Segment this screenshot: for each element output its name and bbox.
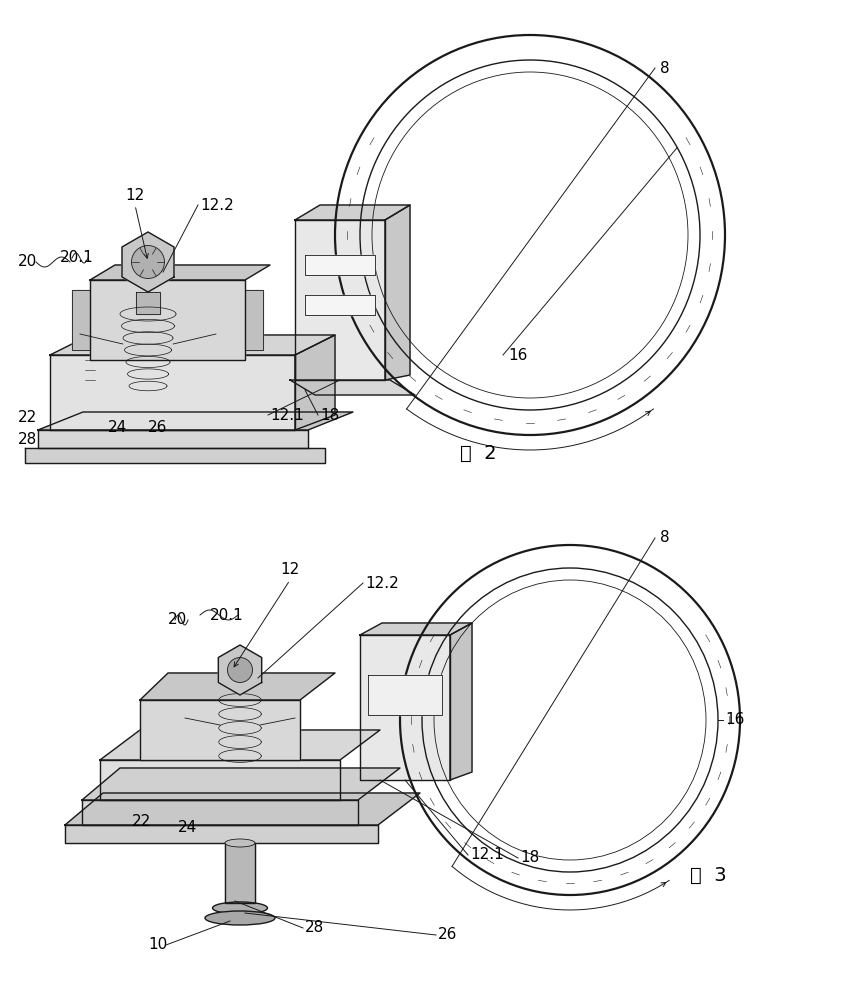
Polygon shape (218, 645, 261, 695)
Polygon shape (72, 290, 90, 350)
Polygon shape (360, 623, 472, 635)
Polygon shape (136, 292, 160, 314)
Text: 10: 10 (148, 937, 167, 952)
Text: 24: 24 (107, 420, 127, 436)
Polygon shape (368, 675, 442, 715)
Polygon shape (294, 335, 334, 430)
Polygon shape (100, 760, 339, 800)
Ellipse shape (224, 839, 255, 847)
Polygon shape (305, 255, 374, 275)
Text: 12.2: 12.2 (364, 576, 398, 590)
Polygon shape (65, 825, 378, 843)
Text: 20.1: 20.1 (210, 607, 243, 622)
Polygon shape (100, 730, 380, 760)
Ellipse shape (212, 902, 267, 914)
Polygon shape (50, 355, 294, 430)
Polygon shape (50, 335, 334, 355)
Text: 28: 28 (305, 920, 324, 935)
Polygon shape (385, 205, 409, 380)
Text: 28: 28 (18, 432, 38, 448)
Polygon shape (294, 205, 409, 220)
Polygon shape (224, 843, 255, 903)
Text: 12.1: 12.1 (270, 408, 304, 422)
Text: 20: 20 (18, 254, 38, 269)
Polygon shape (38, 430, 308, 448)
Text: 12.1: 12.1 (469, 847, 503, 862)
Text: 12: 12 (125, 188, 144, 202)
Text: 24: 24 (177, 820, 197, 835)
Text: 22: 22 (132, 814, 151, 829)
Text: 12.2: 12.2 (200, 198, 234, 213)
Polygon shape (450, 623, 472, 780)
Text: 8: 8 (659, 61, 669, 76)
Polygon shape (38, 412, 352, 430)
Text: 16: 16 (724, 712, 744, 728)
Text: 26: 26 (148, 420, 167, 436)
Text: 18: 18 (519, 850, 538, 865)
Text: 18: 18 (320, 408, 339, 422)
Circle shape (227, 658, 252, 682)
Text: 20.1: 20.1 (60, 250, 94, 265)
Polygon shape (65, 793, 420, 825)
Text: 26: 26 (438, 927, 457, 942)
Text: 22: 22 (18, 410, 38, 426)
Text: 16: 16 (508, 348, 527, 362)
Text: 图  2: 图 2 (460, 444, 496, 462)
Polygon shape (360, 635, 450, 780)
Text: 20: 20 (168, 612, 187, 628)
Polygon shape (25, 448, 325, 463)
Polygon shape (290, 380, 415, 395)
Polygon shape (305, 295, 374, 315)
Polygon shape (245, 290, 263, 350)
Polygon shape (140, 700, 299, 760)
Polygon shape (90, 265, 270, 280)
Polygon shape (82, 768, 399, 800)
Text: 8: 8 (659, 530, 669, 546)
Ellipse shape (205, 911, 275, 925)
Polygon shape (82, 800, 357, 825)
Text: 12: 12 (280, 562, 299, 578)
Polygon shape (90, 280, 245, 360)
Polygon shape (140, 673, 334, 700)
Text: 图  3: 图 3 (689, 865, 726, 884)
Polygon shape (122, 232, 174, 292)
Circle shape (131, 245, 165, 278)
Polygon shape (294, 220, 385, 380)
